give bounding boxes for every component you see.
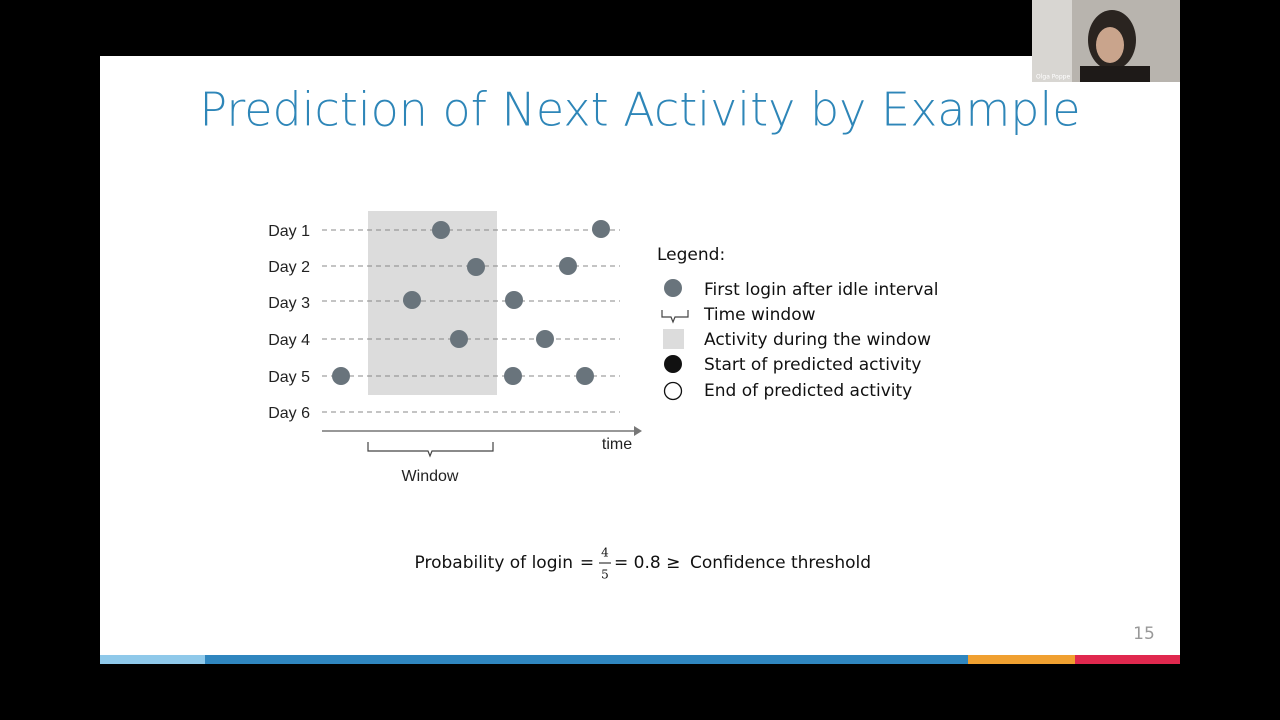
legend-item: First login after idle interval (704, 280, 939, 300)
formula-lead: Probability of login (415, 553, 573, 573)
window-bracket (367, 442, 494, 458)
legend-icon (664, 279, 682, 297)
login-dot (432, 221, 450, 239)
login-dot (505, 291, 523, 309)
legend-icon (663, 381, 683, 401)
window-label: Window (402, 468, 459, 485)
formula-denominator: 5 (601, 568, 609, 582)
day-rows: Day 1 Day 2 Day 3 Day 4 Day 5 Day 6 (268, 223, 620, 422)
webcam-face (1096, 27, 1124, 63)
login-dot (576, 367, 594, 385)
footer-bar (1075, 655, 1180, 664)
axis-arrow (634, 426, 642, 436)
footer-bar (968, 655, 1075, 664)
axis-label: time (602, 436, 632, 453)
login-dot (403, 291, 421, 309)
webcam-wall (1032, 0, 1072, 82)
formula-equals: = (580, 553, 594, 573)
login-dot (536, 330, 554, 348)
login-dot (559, 257, 577, 275)
legend-icon (664, 355, 682, 373)
formula-tail: Confidence threshold (690, 553, 871, 573)
login-dot (332, 367, 350, 385)
webcam-body (1080, 66, 1150, 82)
legend-item: Time window (703, 305, 816, 325)
login-dots (332, 220, 610, 385)
login-dot (504, 367, 522, 385)
day-label: Day 5 (268, 369, 310, 386)
legend-item: End of predicted activity (704, 381, 912, 401)
legend-icon (663, 329, 684, 349)
footer-bar (100, 655, 205, 664)
day-label: Day 1 (268, 223, 310, 240)
day-label: Day 2 (268, 259, 310, 276)
login-dot (467, 258, 485, 276)
slide-title: Prediction of Next Activity by Example (199, 83, 1080, 137)
legend-item: Start of predicted activity (704, 355, 921, 375)
slide (100, 56, 1180, 664)
window-area (368, 211, 497, 395)
login-dot (592, 220, 610, 238)
day-label: Day 3 (268, 295, 310, 312)
legend-icon (661, 310, 689, 324)
legend-title: Legend: (657, 245, 725, 265)
day-label: Day 4 (268, 332, 310, 349)
webcam: Olga Poppe (1032, 0, 1180, 82)
legend-item: Activity during the window (704, 330, 931, 350)
day-label: Day 6 (268, 405, 310, 422)
login-dot (450, 330, 468, 348)
page-number: 15 (1133, 624, 1155, 644)
webcam-name: Olga Poppe (1036, 74, 1070, 81)
formula-result: = 0.8 ≥ (614, 553, 680, 573)
footer-bar (205, 655, 968, 664)
formula-numerator: 4 (601, 546, 609, 560)
